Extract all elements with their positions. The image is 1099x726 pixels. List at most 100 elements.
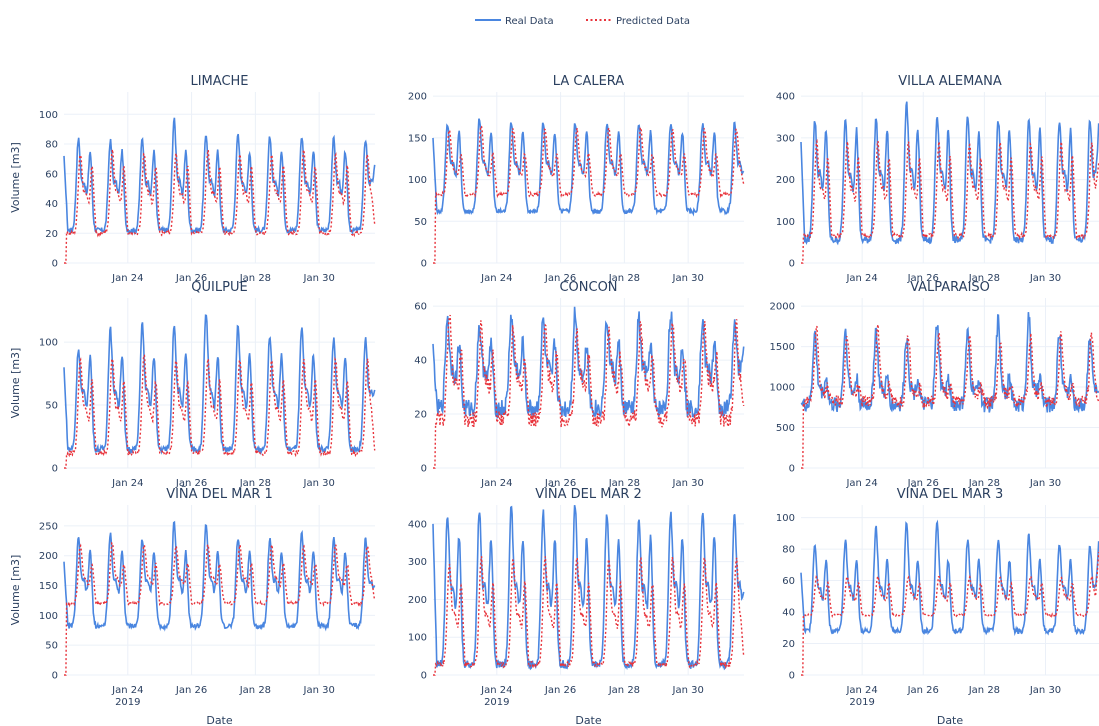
- subplot-grid: 0 20 40 60 80 100 Jan 24 Jan 26 Jan 28 Jan 30 LIMA…: [9, 74, 1099, 726]
- x-tick-label: Jan 30: [303, 273, 335, 284]
- subplot-title: QUILPUE: [191, 280, 247, 295]
- x-tick-label: Jan 24: [845, 478, 877, 489]
- subplot-vi-a-del-mar-1: 0 50 100 150 200 250 Jan 24 Jan 26 Jan 28 Jan 30 2…: [9, 486, 375, 726]
- x-tick-label: Jan 30: [1029, 273, 1061, 284]
- x-tick-label: Jan 28: [968, 685, 1000, 696]
- x-tick-label: Jan 24: [111, 273, 143, 284]
- y-tick-label: 50: [45, 401, 58, 412]
- y-tick-label: 20: [414, 410, 427, 421]
- y-tick-label: 0: [52, 671, 58, 682]
- y-tick-label: 80: [782, 545, 795, 556]
- y-tick-label: 200: [408, 595, 427, 606]
- x-tick-label: Jan 24: [111, 685, 143, 696]
- y-tick-label: 100: [39, 338, 58, 349]
- y-tick-label: 2000: [770, 302, 795, 313]
- y-tick-label: 20: [782, 639, 795, 650]
- subplot-title: VILLA ALEMANA: [898, 74, 1002, 89]
- y-tick-label: 150: [408, 133, 427, 144]
- subplot-quilpue: 0 50 100 Jan 24 Jan 26 Jan 28 Jan 30 QUILPUE Vol…: [9, 280, 375, 489]
- x-axis-label: Date: [937, 714, 964, 726]
- x-tick-year: 2019: [849, 697, 874, 708]
- y-tick-label: 100: [776, 513, 795, 524]
- x-tick-label: Jan 30: [1029, 685, 1061, 696]
- y-tick-label: 60: [782, 576, 795, 587]
- x-tick-label: Jan 24: [480, 685, 512, 696]
- y-tick-label: 40: [782, 608, 795, 619]
- y-tick-label: 100: [39, 611, 58, 622]
- y-tick-label: 400: [776, 92, 795, 103]
- x-tick-label: Jan 26: [907, 685, 939, 696]
- subplot-concon: 0 20 40 60 Jan 24 Jan 26 Jan 28 Jan 30 CONCON: [414, 280, 744, 489]
- legend-label-predicted: Predicted Data: [616, 16, 690, 27]
- y-tick-label: 60: [45, 169, 58, 180]
- y-tick-label: 1000: [770, 383, 795, 394]
- subplot-title: LA CALERA: [553, 74, 624, 89]
- subplot-title: VIÑA DEL MAR 2: [535, 486, 642, 502]
- y-tick-label: 40: [414, 356, 427, 367]
- real-data-line: [64, 522, 375, 628]
- x-axis-label: Date: [206, 714, 233, 726]
- x-tick-label: Jan 24: [480, 273, 512, 284]
- x-axis-label: Date: [575, 714, 602, 726]
- legend: Real Data Predicted Data: [475, 16, 690, 27]
- y-axis-label: Volume [m3]: [9, 348, 22, 419]
- x-tick-label: Jan 28: [608, 685, 640, 696]
- x-tick-label: Jan 24: [111, 478, 143, 489]
- x-tick-label: Jan 30: [303, 478, 335, 489]
- subplot-vi-a-del-mar-3: 0 20 40 60 80 100 Jan 24 Jan 26 Jan 28 Jan 30 2019…: [776, 486, 1099, 726]
- subplot-title: LIMACHE: [190, 74, 248, 89]
- subplot-valparaiso: 0500100015002000Jan 24 Jan 26 Jan 28 Jan 30…: [770, 280, 1099, 489]
- y-tick-label: 50: [45, 641, 58, 652]
- y-axis-label: Volume [m3]: [9, 142, 22, 213]
- y-tick-label: 0: [52, 259, 58, 270]
- y-tick-label: 100: [39, 110, 58, 121]
- subplot-limache: 020406080100Jan 24 Jan 26 Jan 28 Jan 30LIMA…: [9, 74, 375, 284]
- y-tick-label: 100: [776, 217, 795, 228]
- y-tick-label: 200: [408, 92, 427, 103]
- predicted-data-line: [801, 325, 1099, 469]
- subplot-title: VIÑA DEL MAR 1: [166, 486, 273, 502]
- x-tick-year: 2019: [484, 697, 509, 708]
- subplot-title: VIÑA DEL MAR 3: [897, 486, 1004, 502]
- subplot-title: CONCON: [559, 280, 617, 295]
- x-tick-label: Jan 24: [480, 478, 512, 489]
- real-data-line: [801, 522, 1099, 633]
- x-tick-label: Jan 30: [1029, 478, 1061, 489]
- predicted-data-line: [801, 141, 1099, 263]
- x-tick-label: Jan 24: [845, 685, 877, 696]
- y-tick-label: 250: [39, 521, 58, 532]
- y-tick-label: 500: [776, 423, 795, 434]
- x-tick-label: Jan 30: [672, 478, 704, 489]
- x-tick-label: Jan 26: [175, 685, 207, 696]
- y-tick-label: 40: [45, 199, 58, 210]
- subplot-villa-alemana: 0 100 200 300 400 Jan 24 Jan 26 Jan 28 Jan 30 VIL…: [776, 74, 1099, 284]
- y-tick-label: 0: [789, 464, 795, 475]
- y-tick-label: 80: [45, 140, 58, 151]
- y-tick-label: 20: [45, 229, 58, 240]
- x-tick-label: Jan 30: [303, 685, 335, 696]
- y-tick-label: 0: [52, 464, 58, 475]
- y-tick-label: 60: [414, 302, 427, 313]
- y-tick-label: 0: [421, 464, 427, 475]
- subplot-la-calera: 0 50 100 150 200 Jan 24 Jan 26 Jan 28 Jan 30 LA C…: [408, 74, 744, 284]
- y-tick-label: 300: [408, 557, 427, 568]
- x-tick-label: Jan 26: [544, 685, 576, 696]
- x-tick-label: Jan 24: [845, 273, 877, 284]
- y-tick-label: 0: [789, 671, 795, 682]
- y-tick-label: 0: [421, 671, 427, 682]
- y-tick-label: 0: [789, 259, 795, 270]
- x-tick-label: Jan 28: [239, 685, 271, 696]
- y-tick-label: 1500: [770, 342, 795, 353]
- y-tick-label: 200: [39, 551, 58, 562]
- y-tick-label: 50: [414, 217, 427, 228]
- y-tick-label: 150: [39, 581, 58, 592]
- y-tick-label: 100: [408, 175, 427, 186]
- subplot-vi-a-del-mar-2: 0 100 200 300 400 Jan 24 Jan 26 Jan 28 Jan 30 201…: [408, 486, 744, 726]
- y-tick-label: 0: [421, 259, 427, 270]
- y-tick-label: 300: [776, 133, 795, 144]
- y-tick-label: 100: [408, 633, 427, 644]
- y-tick-label: 200: [776, 175, 795, 186]
- x-tick-label: Jan 30: [672, 273, 704, 284]
- y-tick-label: 400: [408, 519, 427, 530]
